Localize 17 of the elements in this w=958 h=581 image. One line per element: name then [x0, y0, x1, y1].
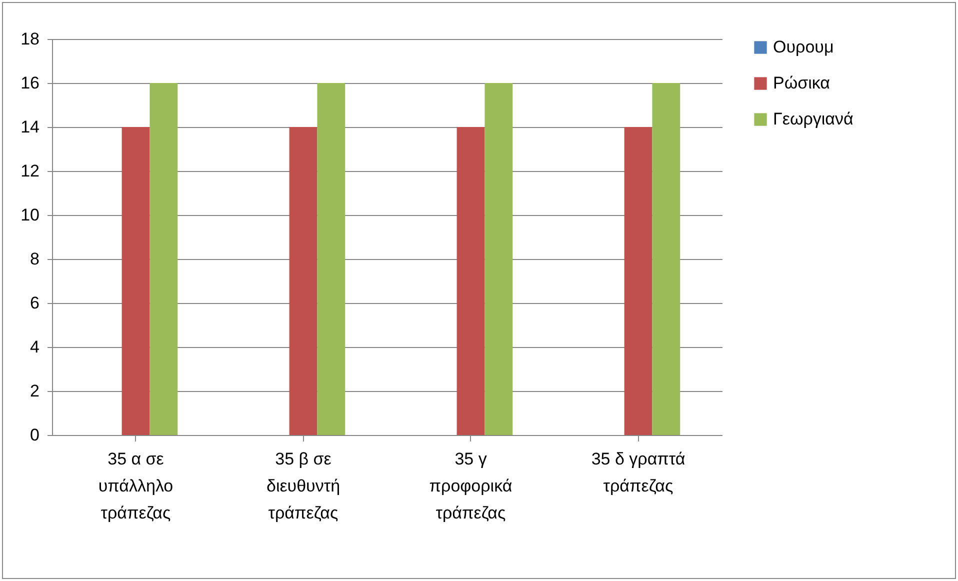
legend-label: Ρώσικα — [773, 74, 830, 92]
x-tick-label: 35 γ προφορικά τράπεζας — [429, 450, 512, 522]
y-tick-label: 14 — [20, 118, 40, 136]
legend-label: Γεωργιανά — [773, 110, 854, 128]
legend-label: Ουρουμ — [773, 38, 834, 56]
x-tick-label: 35 β σε διευθυντή τράπεζας — [266, 450, 340, 522]
y-tick-label: 0 — [30, 426, 40, 444]
x-tick-label: 35 α σε υπάλληλο τράπεζας — [98, 450, 174, 522]
y-tick-label: 10 — [20, 206, 40, 224]
y-tick-label: 6 — [30, 294, 40, 312]
y-tick-label: 18 — [20, 30, 40, 48]
x-tick-label: 35 δ γραπτά τράπεζας — [591, 450, 686, 496]
y-tick-label: 2 — [30, 382, 40, 400]
y-tick-label: 16 — [20, 74, 40, 92]
y-tick-label: 4 — [30, 338, 40, 356]
y-tick-label: 12 — [20, 162, 40, 180]
y-tick-label: 8 — [30, 250, 40, 268]
